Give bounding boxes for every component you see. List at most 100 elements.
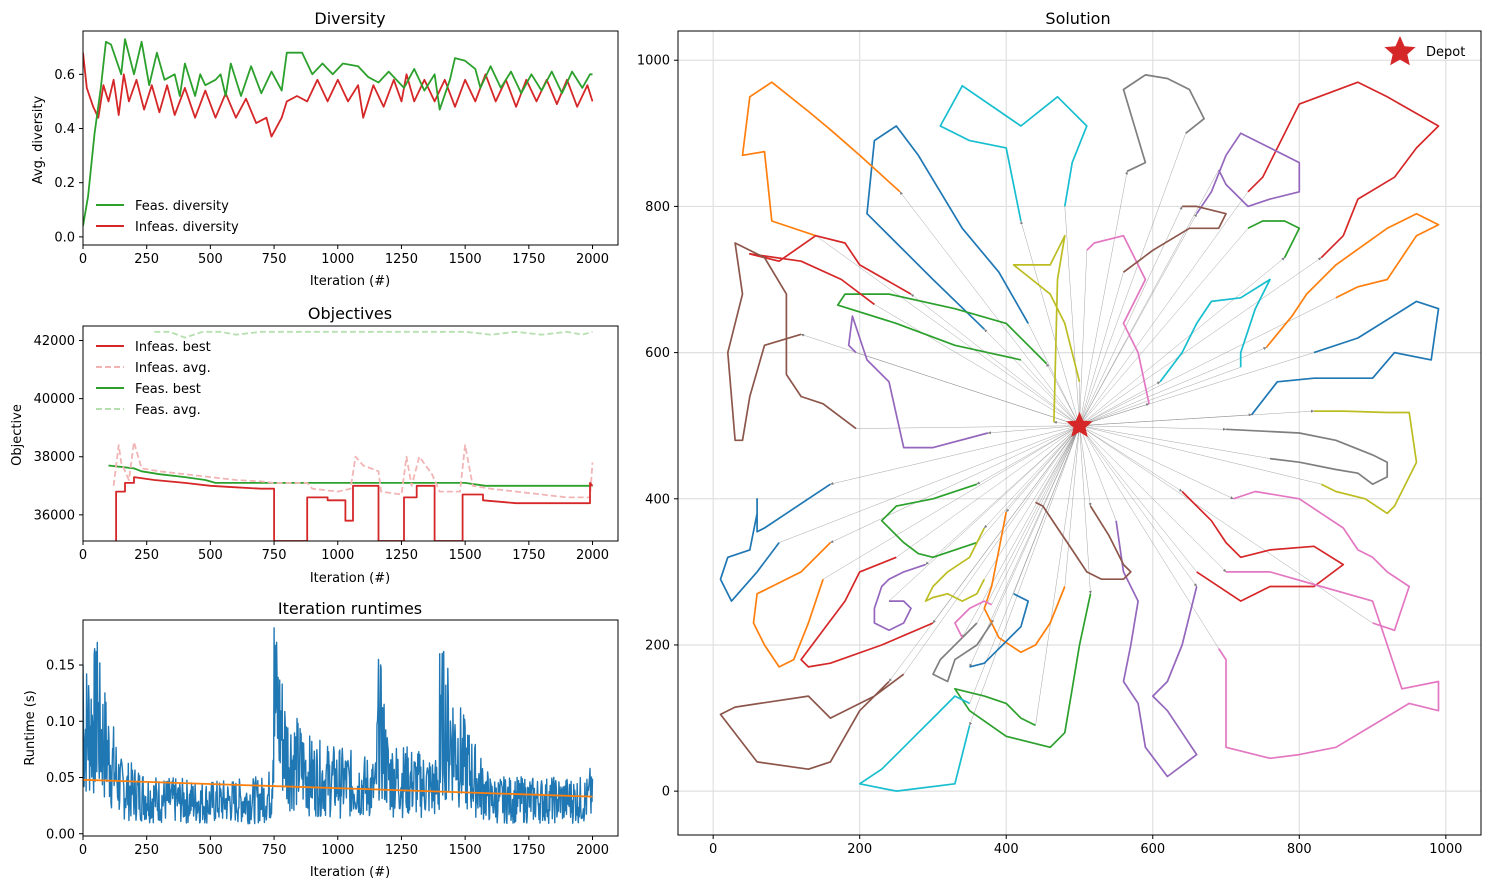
- solution-title: Solution: [1045, 9, 1110, 28]
- infeas-best-line: [115, 476, 594, 541]
- route-1-line: [741, 81, 901, 237]
- route-27-out-arrow: [991, 425, 1080, 624]
- infeas-avg-line: [112, 441, 594, 499]
- route-16-line: [1159, 278, 1271, 383]
- legend-depot: Depot: [1426, 45, 1465, 60]
- x-tick-label: 2000: [576, 548, 609, 563]
- y-tick-label: 400: [645, 492, 670, 507]
- infeas-diversity-line: [83, 52, 594, 138]
- route-7-out-arrow: [1079, 170, 1129, 426]
- route-28-return-line: [1013, 425, 1080, 594]
- x-tick-label: 1500: [449, 548, 482, 563]
- runtimes-plot-area: [83, 627, 594, 825]
- objectives-title: Objectives: [308, 304, 392, 323]
- route-26-out-arrow: [1005, 425, 1080, 513]
- route-15-return-line: [1079, 272, 1124, 426]
- objectives-plot-area: [108, 330, 594, 541]
- objectives-axes-frame: [82, 325, 619, 542]
- y-tick-label: 38000: [34, 450, 75, 465]
- route-13-return-line: [1079, 191, 1249, 426]
- route-11-line: [1265, 212, 1440, 349]
- y-tick-label: 0.00: [46, 827, 75, 842]
- route-0-return-line: [1027, 323, 1080, 426]
- y-tick-label: 0.6: [54, 68, 75, 83]
- route-34-return-line: [976, 425, 1080, 543]
- route-18-out-arrow: [1079, 425, 1227, 431]
- y-tick-label: 800: [645, 200, 670, 215]
- route-7-line: [1122, 74, 1205, 173]
- x-tick-label: 1750: [512, 548, 545, 563]
- y-tick-label: 40000: [34, 392, 75, 407]
- route-24-return-line: [1035, 425, 1080, 726]
- diversity-xlabel: Iteration (#): [310, 274, 390, 289]
- legend-feas-diversity: Feas. diversity: [135, 199, 229, 214]
- route-32-out-arrow: [829, 425, 1080, 485]
- x-tick-label: 250: [134, 843, 159, 858]
- x-tick-label: 2000: [576, 843, 609, 858]
- solution-legend: Depot: [1384, 36, 1465, 66]
- x-tick-label: 500: [198, 843, 223, 858]
- y-tick-label: 0.4: [54, 122, 75, 137]
- route-10-return-line: [1079, 352, 1315, 426]
- y-tick-label: 36000: [34, 508, 75, 523]
- route-24-line: [954, 593, 1092, 749]
- runtimes-title: Iteration runtimes: [278, 599, 422, 618]
- diversity-legend: Feas. diversity Infeas. diversity: [96, 199, 239, 235]
- route-12-out-arrow: [1079, 257, 1286, 426]
- route-28-line: [969, 593, 1030, 668]
- x-tick-label: 1750: [512, 252, 545, 267]
- x-tick-label: 750: [262, 548, 287, 563]
- route-9-line: [939, 84, 1088, 222]
- legend-infeas-best: Infeas. best: [135, 340, 211, 355]
- x-tick-label: 1000: [321, 252, 354, 267]
- route-36-return-line: [903, 425, 1080, 675]
- route-26-return-line: [1064, 425, 1080, 587]
- route-31-return-line: [822, 425, 1080, 580]
- route-14-line: [1195, 132, 1301, 215]
- route-33-return-line: [888, 425, 1080, 602]
- y-tick-label: 0.15: [46, 659, 75, 674]
- route-12-line: [1247, 220, 1301, 258]
- route-5-out-arrow: [800, 333, 1080, 426]
- route-17-line: [1314, 410, 1418, 515]
- route-35-out-arrow: [983, 425, 1080, 529]
- x-tick-label: 1750: [512, 843, 545, 858]
- x-tick-label: 1000: [321, 548, 354, 563]
- route-24-out-arrow: [1079, 425, 1092, 595]
- route-33-line: [873, 563, 926, 632]
- route-19-line: [1233, 490, 1411, 632]
- route-23-line: [1035, 501, 1132, 581]
- route-26-line: [983, 511, 1066, 654]
- x-tick-label: 750: [262, 843, 287, 858]
- feas-avg-line: [154, 330, 593, 339]
- legend-infeas-diversity: Infeas. diversity: [135, 220, 239, 235]
- route-1-return-line: [815, 235, 1080, 426]
- x-tick-label: 1250: [385, 252, 418, 267]
- route-13-line: [1247, 81, 1440, 259]
- legend-feas-best: Feas. best: [135, 382, 201, 397]
- x-tick-label: 800: [1287, 842, 1312, 857]
- route-2-out-arrow: [1046, 363, 1080, 426]
- route-0-out-arrow: [983, 328, 1080, 426]
- diversity-panel: Diversity Iteration (#) Avg. diversity 0…: [31, 9, 619, 289]
- x-tick-label: 0: [79, 252, 87, 267]
- route-8-line: [1012, 234, 1081, 423]
- feas-best-line: [108, 464, 593, 487]
- route-17-return-line: [1079, 425, 1322, 485]
- route-4-out-arrow: [987, 425, 1080, 435]
- route-9-out-arrow: [1020, 220, 1080, 426]
- route-29-return-line: [991, 425, 1080, 605]
- objectives-ticks: 0 250 500 750 1000 1250 1500 1750 2000 36000 38000…: [34, 334, 609, 563]
- objectives-legend: Infeas. best Infeas. avg. Feas. best Fea…: [96, 340, 211, 418]
- route-22-return-line: [1079, 425, 1117, 521]
- route-7-return-line: [1079, 133, 1186, 426]
- route-36-line: [719, 673, 905, 771]
- route-3-out-arrow: [910, 293, 1080, 426]
- route-0-line: [866, 125, 1029, 330]
- x-tick-label: 0: [79, 843, 87, 858]
- route-18-line: [1225, 428, 1389, 486]
- route-35-return-line: [984, 425, 1080, 580]
- runtimes-panel: Iteration runtimes Iteration (#) Runtime…: [23, 599, 619, 880]
